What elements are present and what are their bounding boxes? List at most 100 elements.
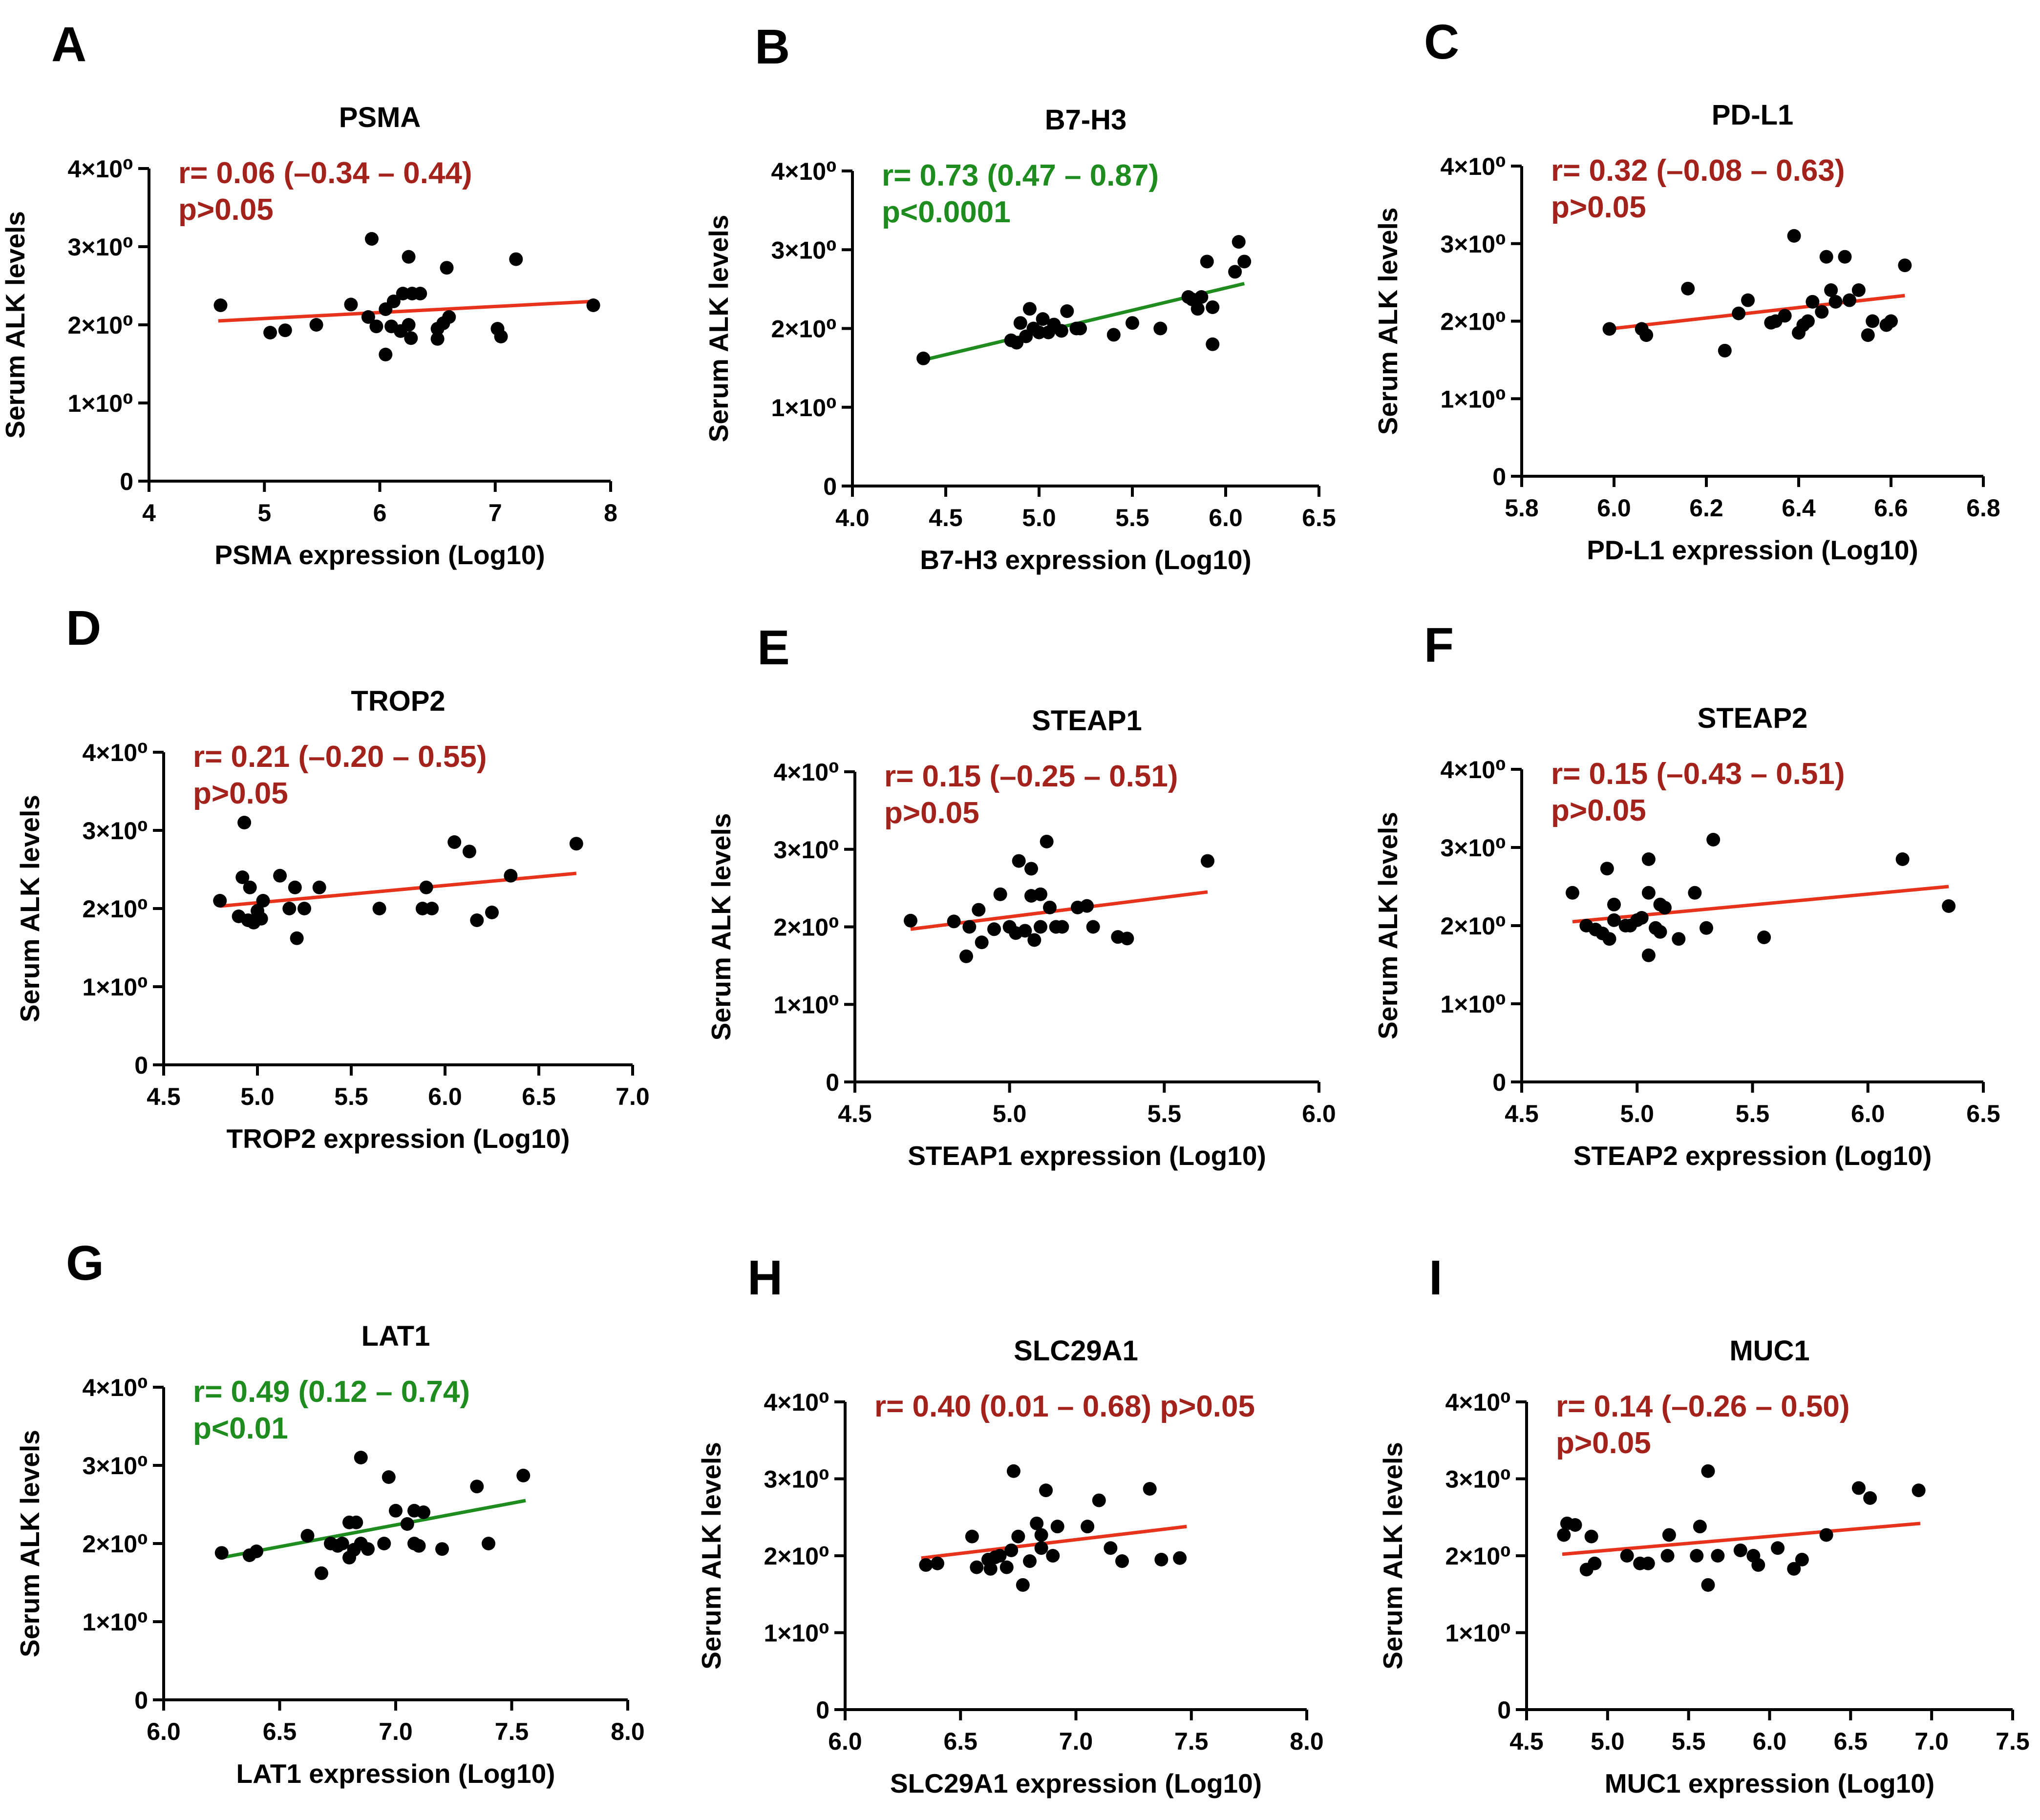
data-point <box>243 880 257 894</box>
data-point <box>1660 1549 1675 1563</box>
x-tick-label: 6.5 <box>1966 1100 2000 1127</box>
data-point <box>1022 302 1037 316</box>
data-point <box>1641 948 1656 962</box>
data-point <box>419 880 433 894</box>
data-point <box>1016 1578 1030 1592</box>
y-tick-label: 4×10⁰ <box>82 1374 148 1401</box>
x-tick-label: 4.5 <box>838 1100 872 1127</box>
data-point <box>1018 924 1032 938</box>
chart-title: STEAP1 <box>1032 705 1142 737</box>
data-point <box>904 913 917 928</box>
data-point <box>569 837 583 851</box>
y-axis-label: Serum ALK levels <box>15 795 45 1022</box>
y-tick-label: 2×10⁰ <box>773 914 839 941</box>
chart-title: PD-L1 <box>1712 99 1794 131</box>
x-tick-label: 5.0 <box>1620 1100 1654 1127</box>
panel-letter: H <box>747 1250 783 1305</box>
y-tick-label: 4×10⁰ <box>764 1389 829 1416</box>
data-point <box>1034 887 1047 901</box>
x-tick-label: 5.5 <box>1672 1728 1706 1755</box>
data-point <box>1206 337 1220 351</box>
data-point <box>1232 235 1246 249</box>
data-point <box>516 1468 531 1482</box>
x-tick-label: 7.0 <box>1914 1728 1949 1755</box>
x-tick-label: 5.5 <box>1736 1100 1770 1127</box>
x-tick-label: 7.5 <box>1174 1728 1209 1755</box>
data-point <box>470 1480 484 1494</box>
data-point <box>1602 932 1616 946</box>
data-point <box>485 906 499 919</box>
data-point <box>1602 322 1616 336</box>
y-axis-label: Serum ALK levels <box>15 1430 45 1657</box>
data-point <box>1194 290 1209 304</box>
x-tick-label: 5.5 <box>1115 504 1149 531</box>
data-point <box>959 949 973 963</box>
chart-panel-f: F STEAP2 0 1×10⁰ 2×10⁰ 3×10⁰ 4×10⁰ Serum ALK le… <box>1373 618 2000 1171</box>
data-point <box>1073 321 1087 336</box>
data-point <box>1828 295 1843 309</box>
data-point <box>369 319 383 334</box>
data-point <box>1898 258 1912 273</box>
y-tick-label: 3×10⁰ <box>773 836 839 864</box>
stat-p-value: p>0.05 <box>1551 190 1646 224</box>
data-point <box>1046 1549 1060 1563</box>
y-axis-label: Serum ALK levels <box>703 215 734 443</box>
y-tick-label: 1×10⁰ <box>67 390 133 417</box>
data-point <box>254 911 268 926</box>
data-point <box>1819 1528 1833 1542</box>
x-tick-label: 6 <box>373 499 387 527</box>
panel-letter: I <box>1429 1250 1443 1305</box>
x-tick-label: 4.5 <box>147 1083 181 1110</box>
y-tick-label: 1×10⁰ <box>764 1620 829 1647</box>
data-point <box>1658 901 1672 915</box>
data-point <box>1034 1541 1048 1555</box>
x-tick-label: 4.5 <box>1505 1100 1539 1127</box>
data-point <box>372 902 386 915</box>
data-point <box>1607 897 1621 911</box>
x-tick-label: 4.0 <box>835 504 870 531</box>
data-point <box>1153 321 1168 336</box>
y-tick-label: 3×10⁰ <box>771 236 837 264</box>
x-axis-label: SLC29A1 expression (Log10) <box>890 1768 1262 1799</box>
data-point <box>1838 250 1852 264</box>
stat-p-value: p>0.05 <box>884 796 979 830</box>
chart-panel-b: B B7-H3 0 1×10⁰ 2×10⁰ 3×10⁰ 4×10⁰ Serum ALK lev… <box>703 20 1336 575</box>
x-tick-label: 6.0 <box>1753 1728 1787 1755</box>
data-point <box>1012 854 1026 868</box>
data-point <box>1942 899 1956 913</box>
y-tick-label: 3×10⁰ <box>764 1466 829 1493</box>
x-tick-label: 6.0 <box>1209 504 1243 531</box>
panel-letter: E <box>757 620 790 675</box>
data-point <box>1200 254 1214 269</box>
y-tick-label: 2×10⁰ <box>67 312 133 339</box>
data-point <box>1688 886 1702 900</box>
chart-panel-i: I MUC1 0 1×10⁰ 2×10⁰ 3×10⁰ 4×10⁰ Serum ALK leve… <box>1378 1250 2030 1799</box>
chart-panel-h: H SLC29A1 0 1×10⁰ 2×10⁰ 3×10⁰ 4×10⁰ Serum ALK l… <box>696 1250 1324 1799</box>
data-point <box>349 1515 363 1529</box>
x-tick-label: 7.0 <box>616 1083 650 1110</box>
stat-p-value: p<0.0001 <box>882 195 1011 229</box>
x-tick-label: 6.4 <box>1782 494 1816 522</box>
x-tick-label: 5.0 <box>1022 504 1056 531</box>
data-point <box>1733 1543 1747 1557</box>
panel-letter: G <box>66 1236 104 1291</box>
data-point <box>1653 925 1667 939</box>
data-point <box>1237 254 1252 269</box>
y-tick-label: 4×10⁰ <box>773 759 839 786</box>
data-point <box>1034 1528 1048 1542</box>
data-point <box>1895 852 1910 866</box>
y-tick-label: 4×10⁰ <box>67 155 133 183</box>
data-point <box>1851 1481 1866 1495</box>
x-tick-label: 5.0 <box>1591 1728 1625 1755</box>
x-tick-label: 6.0 <box>1851 1100 1885 1127</box>
data-point <box>1641 886 1656 900</box>
data-point <box>1190 302 1205 316</box>
stat-r-value: r= 0.73 (0.47 – 0.87) <box>882 159 1159 192</box>
x-axis-label: TROP2 expression (Log10) <box>227 1123 570 1154</box>
data-point <box>916 351 931 365</box>
data-point <box>1693 1520 1707 1534</box>
data-point <box>1672 932 1686 946</box>
y-tick-label: 1×10⁰ <box>1440 991 1506 1018</box>
data-point <box>1861 328 1875 342</box>
